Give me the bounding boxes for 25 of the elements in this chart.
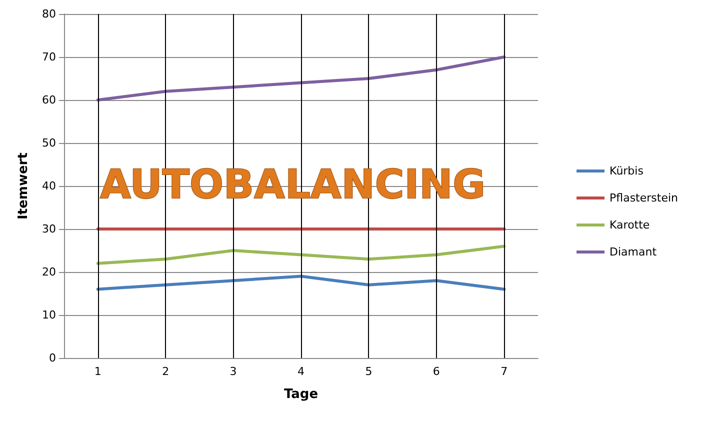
x-tick-label: 6	[432, 365, 440, 378]
legend-label: Diamant	[610, 246, 658, 258]
y-tick-label: 30	[42, 222, 56, 236]
y-tick-label: 20	[42, 266, 56, 278]
legend-label: Karotte	[610, 218, 650, 232]
y-tick-label: 80	[42, 8, 56, 20]
x-tick-label: 5	[365, 365, 372, 378]
legend-label: Pflasterstein	[610, 192, 678, 204]
x-tick-label: 4	[298, 365, 304, 378]
y-tick-label: 60	[42, 94, 56, 106]
y-tick-label: 0	[49, 352, 56, 364]
legend-label: Kürbis	[610, 164, 644, 178]
x-tick-label: 2	[162, 365, 170, 378]
y-tick-label: 40	[42, 180, 56, 192]
x-tick-label: 7	[500, 365, 508, 378]
line-series	[96, 274, 506, 291]
x-tick-label: 1	[94, 365, 102, 378]
x-tick-label: 3	[230, 365, 237, 378]
y-axis-title: Itemwert	[16, 152, 31, 220]
x-axis-title: Tage	[284, 387, 318, 402]
line-series	[96, 56, 506, 102]
y-tick-label: 10	[42, 308, 56, 322]
line-series	[96, 244, 506, 265]
y-tick-label: 70	[42, 50, 56, 64]
y-tick-label: 50	[42, 136, 56, 150]
